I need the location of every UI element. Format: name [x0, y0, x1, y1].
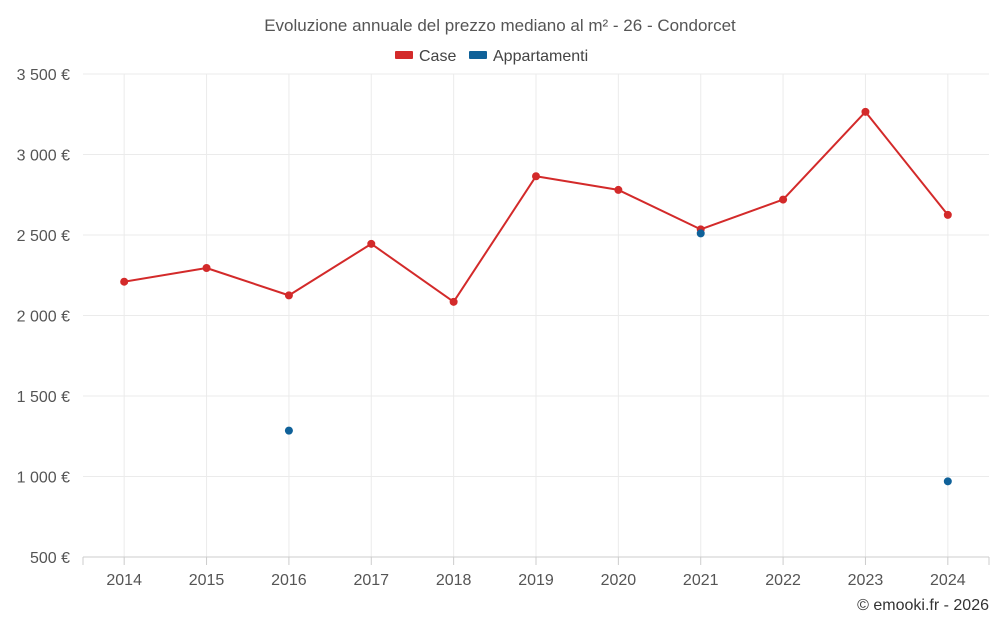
grid — [83, 73, 989, 557]
x-tick-label: 2017 — [353, 572, 389, 589]
x-tick-label: 2021 — [683, 572, 719, 589]
data-point-case-2022[interactable] — [779, 195, 788, 204]
y-tick-label: 1 500 € — [17, 389, 70, 406]
data-point-appartamenti-2016[interactable] — [284, 426, 293, 435]
x-tick-label: 2018 — [436, 572, 472, 589]
data-point-case-2019[interactable] — [532, 172, 540, 181]
data-point-case-2015[interactable] — [202, 264, 211, 273]
legend: Case Appartamenti — [395, 48, 588, 65]
y-tick-label: 2 000 € — [17, 309, 70, 326]
legend-swatch-case — [395, 51, 413, 59]
x-tick-label: 2023 — [848, 572, 884, 589]
x-tick-label: 2019 — [518, 572, 554, 589]
data-point-case-2014[interactable] — [120, 277, 129, 286]
y-tick-label: 1 000 € — [17, 470, 70, 487]
x-tick-label: 2020 — [601, 572, 637, 589]
data-point-case-2024[interactable] — [943, 210, 952, 219]
chart-title: Evoluzione annuale del prezzo mediano al… — [264, 16, 736, 35]
x-tick-label: 2022 — [765, 572, 801, 589]
y-tick-label: 3 500 € — [17, 67, 70, 84]
x-tick-label: 2024 — [930, 572, 966, 589]
series-appartamenti — [284, 229, 952, 486]
y-tick-label: 500 € — [30, 550, 70, 567]
credit-text: © emooki.fr - 2026 — [857, 597, 989, 614]
legend-label-appartamenti: Appartamenti — [493, 48, 588, 65]
y-axis: 500 € 1 000 € 1 500 € 2 000 € 2 500 € 3 000 €… — [17, 67, 70, 567]
data-point-case-2017[interactable] — [367, 239, 376, 248]
data-point-case-2023[interactable] — [861, 107, 870, 116]
data-point-case-2020[interactable] — [614, 185, 623, 194]
y-tick-label: 2 500 € — [17, 228, 70, 245]
data-point-case-2018[interactable] — [449, 297, 458, 306]
legend-swatch-appartamenti — [469, 51, 487, 59]
legend-item-case[interactable]: Case — [395, 48, 456, 65]
x-tick-label: 2014 — [106, 572, 142, 589]
data-point-appartamenti-2024[interactable] — [943, 477, 952, 486]
legend-label-case: Case — [419, 48, 456, 65]
x-tick-label: 2015 — [189, 572, 225, 589]
data-point-case-2016[interactable] — [284, 291, 293, 300]
data-point-appartamenti-2021[interactable] — [696, 229, 705, 238]
legend-item-appartamenti[interactable]: Appartamenti — [469, 48, 588, 65]
x-axis: 2014 2015 2016 2017 2018 2019 2020 2021 2022 2023… — [82, 556, 990, 589]
x-tick-label: 2016 — [271, 572, 307, 589]
y-tick-label: 3 000 € — [17, 148, 70, 165]
